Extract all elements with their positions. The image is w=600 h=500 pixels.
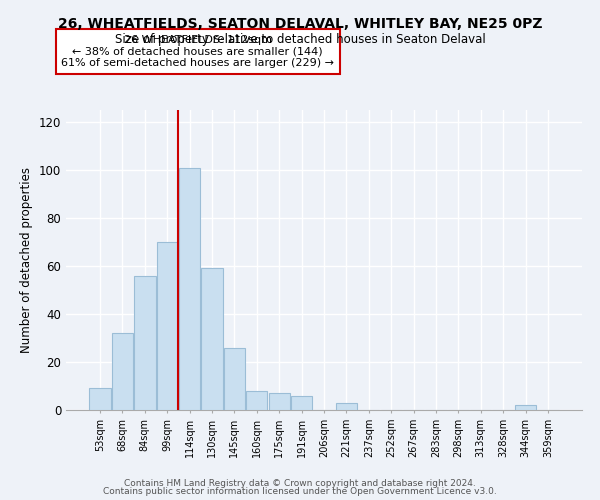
Text: 26, WHEATFIELDS, SEATON DELAVAL, WHITLEY BAY, NE25 0PZ: 26, WHEATFIELDS, SEATON DELAVAL, WHITLEY… (58, 18, 542, 32)
Bar (224, 348, 245, 410)
Bar (134, 276, 155, 410)
Y-axis label: Number of detached properties: Number of detached properties (20, 167, 33, 353)
Bar (89, 388, 111, 410)
Bar (179, 168, 200, 410)
Bar (515, 405, 536, 410)
Bar (157, 242, 178, 410)
Bar (202, 268, 223, 410)
Text: Size of property relative to detached houses in Seaton Delaval: Size of property relative to detached ho… (115, 32, 485, 46)
Bar (246, 391, 268, 410)
Bar (269, 393, 290, 410)
Bar (112, 333, 133, 410)
Bar (291, 396, 312, 410)
Text: Contains public sector information licensed under the Open Government Licence v3: Contains public sector information licen… (103, 487, 497, 496)
Text: Contains HM Land Registry data © Crown copyright and database right 2024.: Contains HM Land Registry data © Crown c… (124, 478, 476, 488)
Bar (336, 403, 357, 410)
Text: 26 WHEATFIELDS: 112sqm
← 38% of detached houses are smaller (144)
61% of semi-de: 26 WHEATFIELDS: 112sqm ← 38% of detached… (61, 35, 334, 68)
